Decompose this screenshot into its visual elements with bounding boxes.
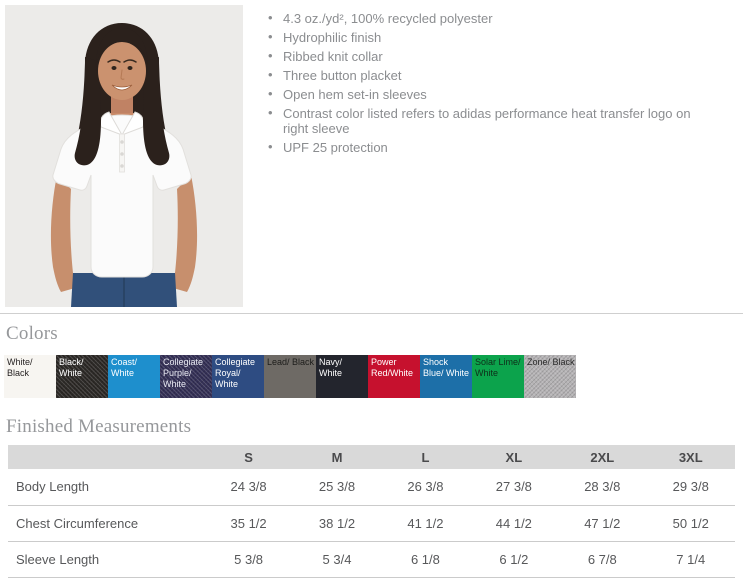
measurement-value-cell: 26 3/8 <box>381 469 470 506</box>
color-swatch-solar-lime-white[interactable]: Solar Lime/ White <box>472 355 524 398</box>
measurement-value-cell: 24 3/8 <box>204 469 293 506</box>
measurement-row-chest-circumference: Chest Circumference 35 1/2 38 1/2 41 1/2 44 … <box>8 505 735 542</box>
colors-title: Colors <box>6 323 58 344</box>
model-hair-fringe <box>95 28 149 71</box>
feature-item: Hydrophilic finish <box>267 29 719 45</box>
measurement-value-cell: 5 3/4 <box>292 541 382 578</box>
section-divider <box>0 313 743 314</box>
model-right-arm <box>173 175 198 292</box>
measurement-row-label: Body Length <box>8 469 205 506</box>
measurements-title: Finished Measurements <box>6 416 192 437</box>
model-smile <box>111 84 133 91</box>
measurements-body: Body Length 24 3/8 25 3/8 26 3/8 27 3/8 28 3/… <box>8 469 735 578</box>
color-swatch-power-red-white[interactable]: Power Red/White <box>368 355 420 398</box>
feature-item: Ribbed knit collar <box>267 48 719 64</box>
polo-button <box>120 152 124 156</box>
measurement-value-cell: 41 1/2 <box>381 505 470 542</box>
color-swatch-black-white[interactable]: Black/ White <box>56 355 108 398</box>
measurement-value-cell: 44 1/2 <box>469 505 559 542</box>
measurement-value-cell: 38 1/2 <box>292 505 382 542</box>
size-column-header: S <box>204 445 293 469</box>
measurement-value-cell: 28 3/8 <box>558 469 647 506</box>
measurement-row-label: Chest Circumference <box>8 505 205 542</box>
model-left-arm <box>50 175 75 292</box>
color-swatch-collegiate-purple-white[interactable]: Collegiate Purple/ White <box>160 355 212 398</box>
measurement-value-cell: 27 3/8 <box>469 469 559 506</box>
measurement-value-cell: 6 7/8 <box>558 541 647 578</box>
measurement-value-cell: 50 1/2 <box>646 505 735 542</box>
measurement-row-label: Sleeve Length <box>8 541 205 578</box>
measurement-value-cell: 47 1/2 <box>558 505 647 542</box>
color-swatch-coast-white[interactable]: Coast/ White <box>108 355 160 398</box>
color-swatch-lead-black[interactable]: Lead/ Black <box>264 355 316 398</box>
feature-item: 4.3 oz./yd², 100% recycled polyester <box>267 10 719 26</box>
measurement-value-cell: 7 1/4 <box>646 541 735 578</box>
feature-list: 4.3 oz./yd², 100% recycled polyester Hydr… <box>267 10 719 307</box>
measurements-header: S M L XL 2XL 3XL <box>8 445 735 469</box>
product-image[interactable] <box>5 5 243 307</box>
color-swatch-zone-black[interactable]: Zone/ Black <box>524 355 576 398</box>
feature-item: Open hem set-in sleeves <box>267 86 719 102</box>
size-column-header: XL <box>469 445 559 469</box>
model-illustration <box>5 5 243 307</box>
feature-item: Three button placket <box>267 67 719 83</box>
measurement-value-cell: 6 1/8 <box>381 541 470 578</box>
measurement-value-cell: 35 1/2 <box>204 505 293 542</box>
model-hair-front-right <box>143 57 170 166</box>
measurement-value-cell: 25 3/8 <box>292 469 382 506</box>
size-column-header: L <box>381 445 470 469</box>
measurement-row-sleeve-length: Sleeve Length 5 3/8 5 3/4 6 1/8 6 1/2 6 7/8 7 … <box>8 541 735 578</box>
polo-button <box>120 164 124 168</box>
model-hair-front-left <box>74 57 101 166</box>
color-swatch-strip: White/ Black Black/ White Coast/ White Coll… <box>4 355 743 398</box>
size-column-header: M <box>292 445 382 469</box>
hero-section: 4.3 oz./yd², 100% recycled polyester Hydr… <box>0 0 743 307</box>
empty-header-cell <box>8 445 205 469</box>
feature-item: UPF 25 protection <box>267 139 719 155</box>
feature-item: Contrast color listed refers to adidas p… <box>267 105 719 136</box>
size-column-header: 2XL <box>558 445 647 469</box>
color-swatch-white-black[interactable]: White/ Black <box>4 355 56 398</box>
color-swatch-collegiate-royal-white[interactable]: Collegiate Royal/ White <box>212 355 264 398</box>
measurement-value-cell: 5 3/8 <box>204 541 293 578</box>
measurement-row-body-length: Body Length 24 3/8 25 3/8 26 3/8 27 3/8 28 3/… <box>8 469 735 506</box>
measurements-table: S M L XL 2XL 3XL Body Length 24 3/8 25 3/8 26 3/… <box>8 445 735 578</box>
size-column-header: 3XL <box>646 445 735 469</box>
measurement-value-cell: 6 1/2 <box>469 541 559 578</box>
color-swatch-shock-blue-white[interactable]: Shock Blue/ White <box>420 355 472 398</box>
color-swatch-navy-white[interactable]: Navy/ White <box>316 355 368 398</box>
measurement-value-cell: 29 3/8 <box>646 469 735 506</box>
polo-button <box>120 140 124 144</box>
